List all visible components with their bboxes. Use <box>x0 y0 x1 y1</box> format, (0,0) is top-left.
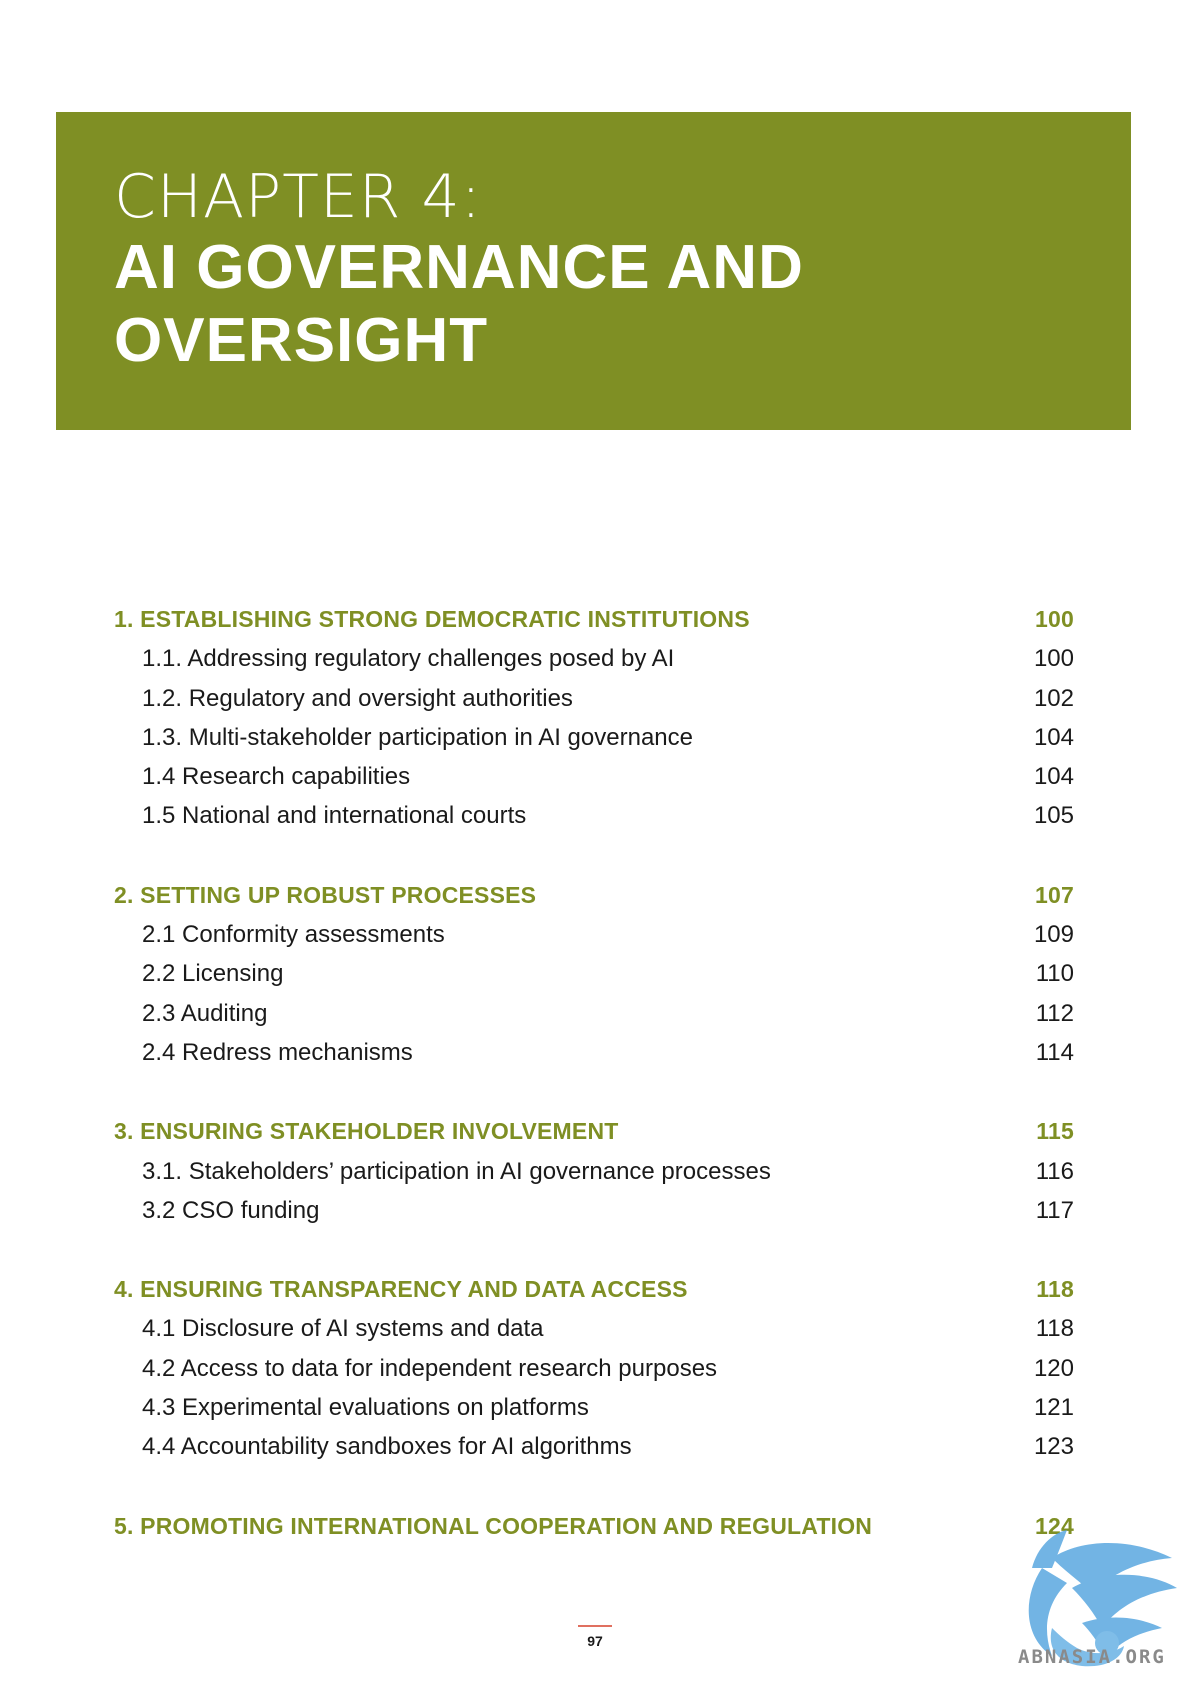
chapter-label: CHAPTER 4: <box>114 162 482 232</box>
toc-entry[interactable]: 2.4 Redress mechanisms 114 <box>114 1033 1074 1072</box>
toc-entry[interactable]: 4.1 Disclosure of AI systems and data 118 <box>114 1309 1074 1348</box>
toc-entry-page: 116 <box>1035 1157 1074 1185</box>
toc-entry[interactable]: 4.2 Access to data for independent resea… <box>114 1349 1074 1388</box>
toc-entry-page: 120 <box>1033 1354 1074 1382</box>
toc-entry-label: 2.3 Auditing <box>142 999 268 1027</box>
toc-section-title: 5. PROMOTING INTERNATIONAL COOPERATION A… <box>114 1512 873 1539</box>
toc-entry-page: 114 <box>1035 1038 1074 1066</box>
toc-entry-label: 3.2 CSO funding <box>142 1196 320 1224</box>
toc-entry-label: 2.4 Redress mechanisms <box>142 1038 413 1066</box>
toc-section-heading[interactable]: 4. ENSURING TRANSPARENCY AND DATA ACCESS… <box>114 1270 1074 1309</box>
table-of-contents: 1. ESTABLISHING STRONG DEMOCRATIC INSTIT… <box>114 600 1074 1586</box>
toc-entry-page: 112 <box>1035 999 1074 1027</box>
toc-entry[interactable]: 3.2 CSO funding 117 <box>114 1191 1074 1230</box>
toc-entry-label: 1.5 National and international courts <box>142 802 527 830</box>
watermark-text: ABNASIA.ORG <box>1018 1646 1166 1668</box>
toc-entry-label: 1.3. Multi-stakeholder participation in … <box>142 723 693 751</box>
toc-entry-page: 110 <box>1035 960 1074 988</box>
toc-section-title: 1. ESTABLISHING STRONG DEMOCRATIC INSTIT… <box>114 606 750 632</box>
toc-entry[interactable]: 1.5 National and international courts 105 <box>114 796 1074 835</box>
toc-section-page: 124 <box>1035 1512 1074 1539</box>
chapter-title-line1: AI GOVERNANCE AND <box>114 233 804 302</box>
toc-section-page: 107 <box>1035 881 1074 908</box>
page-number-rule <box>578 1625 612 1627</box>
toc-entry-page: 104 <box>1033 723 1074 751</box>
page-number: 97 <box>587 1633 603 1649</box>
toc-section: 1. ESTABLISHING STRONG DEMOCRATIC INSTIT… <box>114 600 1074 836</box>
toc-entry-page: 105 <box>1033 802 1074 830</box>
toc-section-page: 118 <box>1036 1276 1074 1303</box>
toc-entry-page: 104 <box>1033 763 1074 791</box>
toc-entry-label: 1.4 Research capabilities <box>142 763 411 791</box>
toc-entry-label: 3.1. Stakeholders’ participation in AI g… <box>142 1157 771 1185</box>
toc-entry[interactable]: 4.4 Accountability sandboxes for AI algo… <box>114 1427 1074 1466</box>
toc-section: 4. ENSURING TRANSPARENCY AND DATA ACCESS… <box>114 1270 1074 1466</box>
toc-entry-label: 1.2. Regulatory and oversight authoritie… <box>142 684 573 712</box>
toc-entry[interactable]: 1.4 Research capabilities 104 <box>114 757 1074 796</box>
toc-section: 5. PROMOTING INTERNATIONAL COOPERATION A… <box>114 1507 1074 1546</box>
chapter-title-line2: OVERSIGHT <box>114 306 489 375</box>
toc-entry-page: 100 <box>1033 645 1074 673</box>
toc-entry-page: 109 <box>1033 921 1074 949</box>
toc-entry-label: 4.2 Access to data for independent resea… <box>142 1354 718 1382</box>
toc-entry-label: 2.1 Conformity assessments <box>142 921 445 949</box>
toc-entry[interactable]: 1.1. Addressing regulatory challenges po… <box>114 639 1074 678</box>
toc-entry-page: 102 <box>1033 684 1074 712</box>
toc-section-page: 115 <box>1036 1118 1074 1145</box>
toc-entry-page: 117 <box>1035 1196 1074 1224</box>
toc-entry[interactable]: 2.2 Licensing 110 <box>114 954 1074 993</box>
griffin-logo-icon <box>1028 1530 1177 1667</box>
toc-entry-label: 4.1 Disclosure of AI systems and data <box>142 1315 544 1343</box>
toc-section-heading[interactable]: 5. PROMOTING INTERNATIONAL COOPERATION A… <box>114 1507 1074 1546</box>
toc-section-heading[interactable]: 2. SETTING UP ROBUST PROCESSES 107 <box>114 876 1074 915</box>
toc-entry[interactable]: 1.3. Multi-stakeholder participation in … <box>114 718 1074 757</box>
toc-section: 2. SETTING UP ROBUST PROCESSES 107 2.1 Con… <box>114 876 1074 1072</box>
toc-section-heading[interactable]: 1. ESTABLISHING STRONG DEMOCRATIC INSTIT… <box>114 600 1074 639</box>
toc-entry[interactable]: 3.1. Stakeholders’ participation in AI g… <box>114 1152 1074 1191</box>
toc-entry-page: 121 <box>1033 1394 1074 1422</box>
toc-section-heading[interactable]: 3. ENSURING STAKEHOLDER INVOLVEMENT 115 <box>114 1112 1074 1151</box>
toc-entry[interactable]: 2.3 Auditing 112 <box>114 994 1074 1033</box>
toc-section-title: 4. ENSURING TRANSPARENCY AND DATA ACCESS <box>114 1276 688 1303</box>
chapter-banner: CHAPTER 4: AI GOVERNANCE AND OVERSIGHT <box>56 112 1131 430</box>
toc-section: 3. ENSURING STAKEHOLDER INVOLVEMENT 115 3.… <box>114 1112 1074 1230</box>
toc-entry-label: 4.3 Experimental evaluations on platform… <box>142 1394 589 1422</box>
toc-entry-page: 118 <box>1035 1315 1074 1343</box>
toc-entry-label: 4.4 Accountability sandboxes for AI algo… <box>142 1433 632 1461</box>
toc-entry[interactable]: 4.3 Experimental evaluations on platform… <box>114 1388 1074 1427</box>
toc-section-page: 100 <box>1035 606 1074 632</box>
toc-entry[interactable]: 1.2. Regulatory and oversight authoritie… <box>114 679 1074 718</box>
toc-section-title: 3. ENSURING STAKEHOLDER INVOLVEMENT <box>114 1118 619 1145</box>
toc-entry-label: 1.1. Addressing regulatory challenges po… <box>142 645 675 673</box>
toc-entry[interactable]: 2.1 Conformity assessments 109 <box>114 915 1074 954</box>
toc-section-title: 2. SETTING UP ROBUST PROCESSES <box>114 881 537 908</box>
toc-entry-page: 123 <box>1033 1433 1074 1461</box>
toc-entry-label: 2.2 Licensing <box>142 960 284 988</box>
